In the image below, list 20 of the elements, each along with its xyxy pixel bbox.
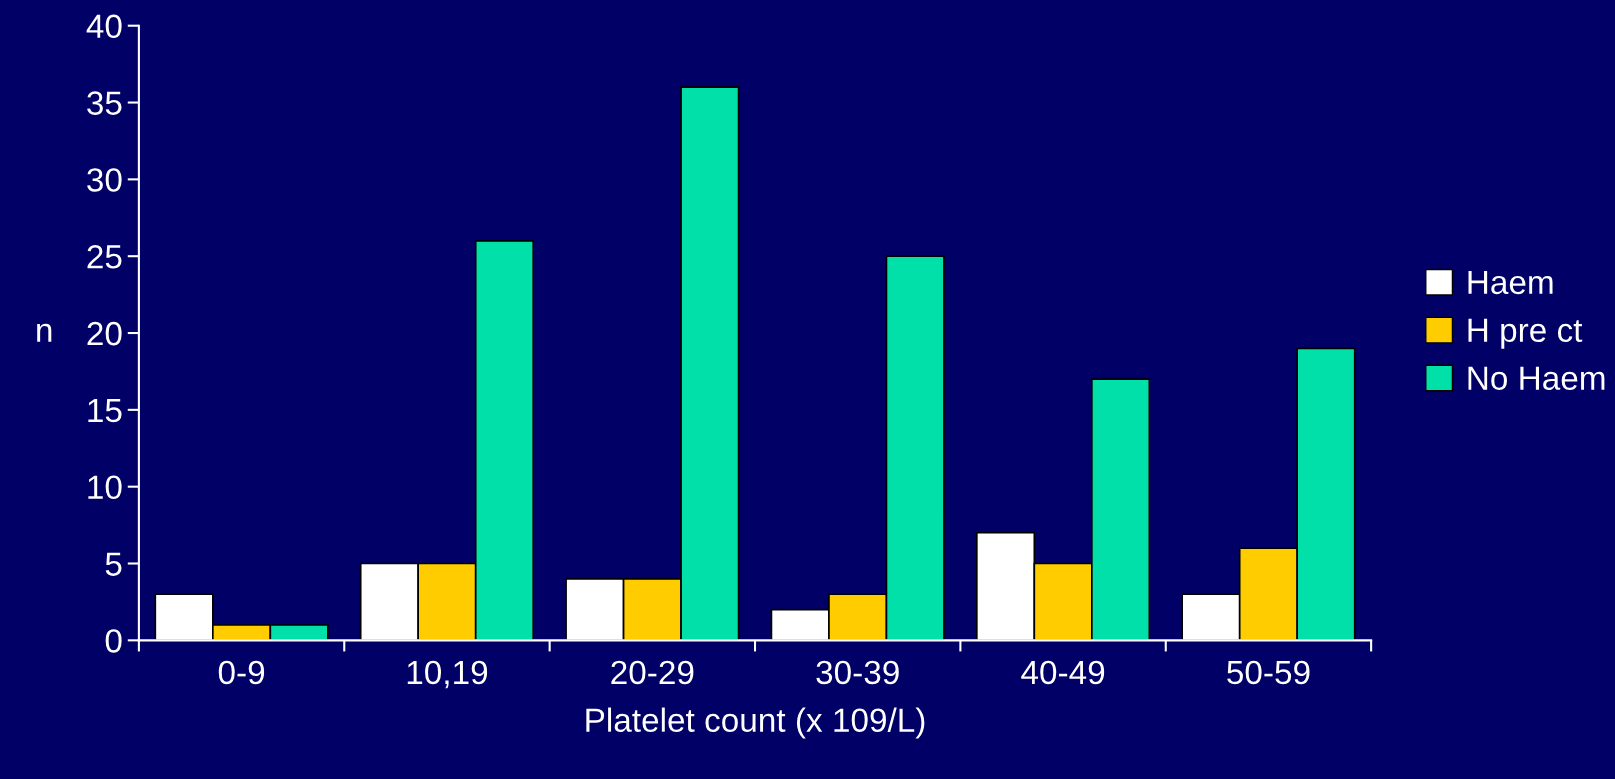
y-tick-label: 20 [87, 321, 122, 346]
y-tick-label: 40 [86, 14, 122, 39]
x-tick-label: 50-59 [1227, 660, 1310, 685]
y-tick-label: 0 [105, 629, 122, 653]
x-tick-label: 30-39 [816, 660, 899, 685]
y-tick-label: 10 [88, 475, 122, 500]
y-tick-label: 35 [87, 91, 122, 115]
x-tick-label: 40-49 [1021, 660, 1105, 685]
y-tick-label: 15 [88, 399, 122, 423]
y-axis-title: n [37, 323, 52, 342]
x-axis-title: Platelet count (x 109/L) [586, 707, 925, 739]
y-tick-label: 30 [87, 168, 122, 192]
legend-label: No Haem [1468, 366, 1605, 390]
x-tick-label: 20-29 [611, 660, 694, 685]
legend-label: Haem [1468, 270, 1553, 295]
x-tick-label: 10,19 [407, 660, 488, 689]
y-tick-label: 5 [105, 552, 122, 576]
legend-label: H pre ct [1468, 318, 1583, 349]
x-tick-label: 0-9 [218, 660, 265, 685]
y-tick-label: 25 [87, 245, 122, 269]
